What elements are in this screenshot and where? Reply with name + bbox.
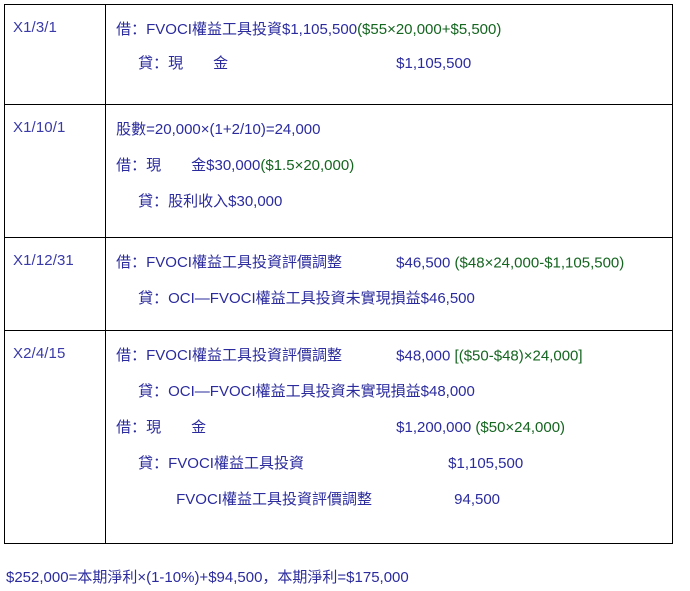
entry-lines: 股數=20,000×(1+2/10)=24,000 借：現 金$30,000($… [106,105,672,229]
entry-line-amount-group: $46,500 ($48×24,000-$1,105,500) [396,254,624,271]
entry-line: 借：FVOCI權益工具投資$1,105,500($55×20,000+$5,50… [106,17,672,43]
entry-line-amount: $1,105,500 [396,55,472,72]
entry-line-text: 貸：OCI—FVOCI權益工具投資未實現損益$46,500 [138,290,475,307]
table-row: X1/12/31 借：FVOCI權益工具投資評價調整 $46,500 ($48×… [3,237,673,331]
entry-date: X2/4/15 [13,345,66,362]
entry-line-note: [($50-$48)×24,000] [454,347,583,365]
date-cell: X1/12/31 [3,237,107,331]
entry-line-text: 借：FVOCI權益工具投資評價調整 [116,347,342,364]
entry-line-text: 借：FVOCI權益工具投資評價調整 [116,254,342,271]
entry-line-text: 貸：FVOCI權益工具投資 [138,455,304,472]
entry-line-amount: $1,200,000 [396,419,472,436]
entry-line: 貸：現 金 $1,105,500 [106,43,672,77]
entry-lines: 借：FVOCI權益工具投資評價調整 $48,000 [($50-$48)×24,… [106,331,672,527]
entry-line-text: 借：FVOCI權益工具投資$1,105,500 [116,21,358,38]
table-row: X2/4/15 借：FVOCI權益工具投資評價調整 $48,000 [($50-… [3,330,673,544]
entry-line-text: FVOCI權益工具投資評價調整 [176,491,372,508]
entry-date: X1/3/1 [13,19,57,36]
entry-line-note: ($48×24,000-$1,105,500) [454,254,625,272]
entry-line: 借：現 金$30,000($1.5×20,000) [106,143,672,179]
entry-line: 借：FVOCI權益工具投資評價調整 $46,500 ($48×24,000-$1… [106,250,672,276]
entry-line-note: ($50×24,000) [475,419,566,436]
entry-line-text: 借：現 金 [116,419,207,436]
entry-line-text: 貸：股利收入$30,000 [138,193,283,210]
entry-cell: 借：FVOCI權益工具投資$1,105,500($55×20,000+$5,50… [105,4,673,105]
footer-note: $252,000=本期淨利×(1-10%)+$94,500，本期淨利=$175,… [6,569,409,586]
entry-date: X1/10/1 [13,119,66,136]
journal-table-body: X1/3/1 借：FVOCI權益工具投資$1,105,500($55×20,00… [3,4,673,544]
entry-line: 借：FVOCI權益工具投資評價調整 $48,000 [($50-$48)×24,… [106,343,672,369]
entry-line-amount-group: $48,000 [($50-$48)×24,000] [396,347,582,364]
table-row: X1/3/1 借：FVOCI權益工具投資$1,105,500($55×20,00… [3,4,673,105]
entry-line: FVOCI權益工具投資評價調整 94,500 [106,477,672,513]
entry-line-text: 借：現 金$30,000 [116,157,261,174]
entry-line-text: 股數=20,000×(1+2/10)=24,000 [116,121,321,138]
entry-cell: 股數=20,000×(1+2/10)=24,000 借：現 金$30,000($… [105,104,673,238]
entry-lines: 借：FVOCI權益工具投資$1,105,500($55×20,000+$5,50… [106,5,672,91]
entry-cell: 借：FVOCI權益工具投資評價調整 $46,500 ($48×24,000-$1… [105,237,673,331]
table-row: X1/10/1 股數=20,000×(1+2/10)=24,000 借：現 金$… [3,104,673,238]
entry-line-amount: $1,105,500 [448,455,524,472]
date-cell: X1/3/1 [3,4,107,105]
entry-date: X1/12/31 [13,252,74,269]
entry-line-amount: 94,500 [454,491,501,508]
entry-line: 貸：股利收入$30,000 [106,179,672,215]
entry-line: 貸：OCI—FVOCI權益工具投資未實現損益$48,000 [106,369,672,405]
date-cell: X2/4/15 [3,330,107,544]
entry-line-amount: $46,500 [396,254,451,272]
entry-line: 借：現 金 $1,200,000 ($50×24,000) [106,405,672,441]
entry-line-text: 貸：現 金 [138,55,229,72]
entry-line-amount-group: $1,200,000 ($50×24,000) [396,419,565,436]
entry-cell: 借：FVOCI權益工具投資評價調整 $48,000 [($50-$48)×24,… [105,330,673,544]
entry-line: 貸：OCI—FVOCI權益工具投資未實現損益$46,500 [106,276,672,312]
entry-line-note: ($1.5×20,000) [260,157,355,174]
entry-line: 股數=20,000×(1+2/10)=24,000 [106,117,672,143]
date-cell: X1/10/1 [3,104,107,238]
entry-line-text: 貸：OCI—FVOCI權益工具投資未實現損益$48,000 [138,383,475,400]
entry-line-amount: $48,000 [396,347,451,365]
entry-lines: 借：FVOCI權益工具投資評價調整 $46,500 ($48×24,000-$1… [106,238,672,326]
entry-line: 貸：FVOCI權益工具投資 $1,105,500 [106,441,672,477]
entry-line-note: ($55×20,000+$5,500) [357,21,502,38]
journal-entries-table: X1/3/1 借：FVOCI權益工具投資$1,105,500($55×20,00… [3,4,673,544]
